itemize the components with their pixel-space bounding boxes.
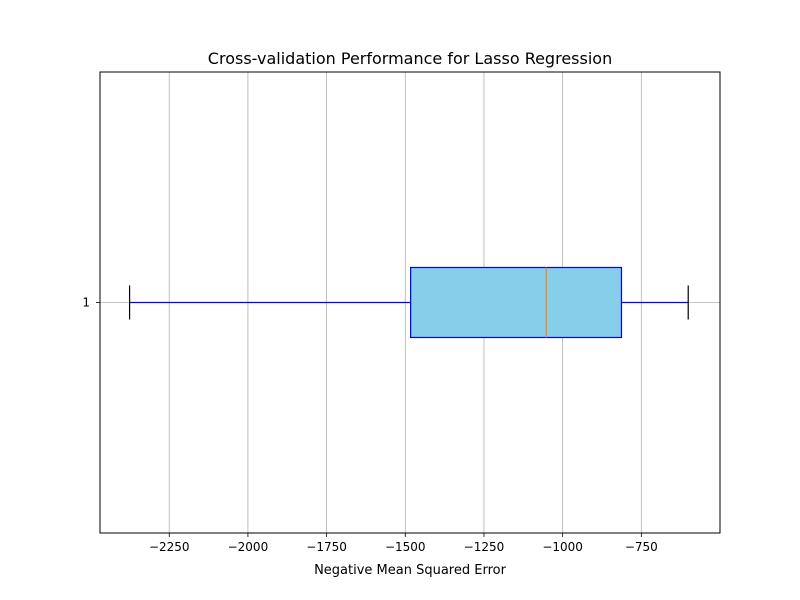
x-tick-label: −2250 — [149, 540, 190, 554]
boxplot-group — [128, 266, 689, 339]
x-axis-ticks: −2250 −2000 −1750 −1500 −1250 −1000 −750 — [149, 533, 658, 554]
y-axis-ticks: 1 — [82, 296, 100, 310]
x-tick-label: −1250 — [464, 540, 505, 554]
x-tick-label: −1500 — [385, 540, 426, 554]
x-tick-label: −750 — [625, 540, 658, 554]
chart-title: Cross-validation Performance for Lasso R… — [208, 49, 612, 68]
x-tick-label: −1000 — [542, 540, 583, 554]
x-tick-label: −1750 — [306, 540, 347, 554]
x-tick-label: −2000 — [228, 540, 269, 554]
interquartile-box — [410, 266, 623, 339]
x-axis-label: Negative Mean Squared Error — [314, 563, 507, 578]
y-tick-label: 1 — [82, 296, 90, 310]
